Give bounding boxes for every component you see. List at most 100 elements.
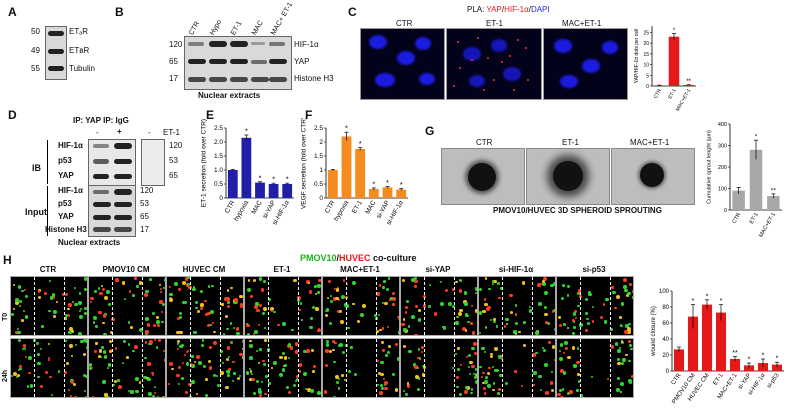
- wound-image: [166, 276, 244, 336]
- western-blot-D-igg: [141, 139, 165, 186]
- bar: [767, 196, 780, 210]
- bar: [701, 304, 713, 371]
- column-label: si-YAP: [425, 265, 451, 274]
- bar: [687, 316, 699, 371]
- mw-marker: 120: [169, 141, 183, 150]
- x-tick-label: CTR: [671, 372, 683, 386]
- western-blot-D-input: [88, 185, 136, 237]
- wound-image: [88, 276, 166, 336]
- blot-label: ETʙR: [69, 46, 90, 55]
- significance-mark: *: [748, 357, 751, 364]
- image-label: MAC+ET-1: [630, 138, 670, 147]
- chart-E: 0 0.5 1.0 1.5 2.0 2.5 ET-1 secretion (fold ove…: [201, 119, 294, 226]
- wound-image: [478, 276, 556, 336]
- blot-label: Histone H3: [294, 74, 334, 83]
- bar: [715, 312, 727, 371]
- y-tick-label: 0.5: [314, 181, 323, 188]
- row-label-24h: 24h: [2, 369, 9, 382]
- significance-mark: *: [359, 139, 362, 148]
- panel-D-letter: D: [8, 108, 17, 122]
- bar: [668, 36, 680, 86]
- y-tick-label: 0: [646, 84, 649, 90]
- blot-label: YAP: [294, 57, 310, 66]
- panel-A-letter: A: [8, 5, 17, 19]
- y-axis-label: YAP/HIF-1α dots per cell: [634, 29, 640, 84]
- mw-marker: 65: [140, 212, 149, 221]
- y-axis-label: Cumulative sprout lenght (μm): [707, 130, 713, 204]
- bar: [396, 189, 407, 198]
- panel-H-letter: H: [3, 253, 12, 267]
- y-tick-label: 1: [319, 167, 323, 174]
- bar: [268, 184, 279, 198]
- bar: [749, 149, 763, 210]
- x-tick-label: CTR: [224, 199, 237, 214]
- significance-mark: *: [776, 356, 779, 363]
- pla-image-et1: [446, 28, 542, 100]
- y-tick-label: 1.0: [214, 167, 223, 174]
- row-label-t0: T0: [2, 312, 9, 321]
- bar: [282, 184, 293, 198]
- x-tick-label: CTR: [324, 199, 337, 214]
- significance-mark: *: [345, 124, 348, 133]
- bar: [241, 137, 252, 198]
- wound-image: [556, 338, 634, 398]
- blot-caption: Nuclear extracts: [58, 238, 121, 247]
- significance-mark: *: [400, 180, 403, 189]
- input-row-label: p53: [58, 199, 72, 208]
- western-blot-A: [45, 26, 67, 80]
- image-label: ET-1: [562, 138, 579, 147]
- x-tick-label: ET-1: [667, 88, 678, 100]
- blot-label: Tubulin: [69, 64, 95, 73]
- image-label: ET-1: [486, 19, 503, 28]
- bar: [732, 190, 745, 210]
- input-row-label: HIF-1α: [58, 186, 83, 195]
- x-tick-label: MAC+ET-1: [675, 88, 693, 112]
- significance-mark: *: [272, 175, 275, 184]
- significance-mark: *: [762, 353, 765, 360]
- panel-B-letter: B: [115, 5, 124, 19]
- significance-mark: *: [720, 298, 723, 305]
- y-tick-label: 20: [643, 41, 649, 47]
- y-tick-label: 200: [718, 165, 727, 171]
- wound-image: [10, 276, 88, 336]
- x-tick-label: ET-1: [749, 212, 760, 225]
- bar: [355, 149, 366, 198]
- wound-image: [10, 338, 88, 398]
- significance-mark: *: [673, 28, 676, 34]
- y-tick-label: 400: [718, 122, 727, 128]
- spheroid-image-mac-et1: [611, 148, 695, 205]
- panel-G-letter: G: [425, 124, 435, 138]
- column-label: MAC+ET-1: [340, 265, 380, 274]
- bar: [255, 182, 265, 198]
- y-tick-label: 0: [219, 195, 223, 202]
- y-tick-label: 300: [718, 144, 727, 150]
- wound-image: [400, 338, 478, 398]
- bar: [673, 349, 685, 371]
- western-blot-B: [184, 36, 292, 90]
- x-tick-label: ET-1: [712, 372, 725, 386]
- wound-image: [244, 276, 322, 336]
- y-axis-label: ET-1 secretion (fold over CTR): [201, 119, 208, 207]
- sign: +: [117, 127, 122, 136]
- mw-marker: 49: [31, 46, 40, 55]
- ib-row-label: p53: [58, 156, 72, 165]
- mw-marker: 17: [140, 225, 149, 234]
- y-tick-label: 15: [643, 52, 649, 58]
- panel-C-letter: C: [348, 5, 357, 19]
- lane-label: ET-1: [230, 20, 244, 37]
- y-axis-label: VEGF secretion (fold over CTR): [301, 118, 308, 209]
- ip-header: IP: YAP IP: IgG: [73, 116, 129, 125]
- column-label: ET-1: [273, 265, 291, 274]
- wound-image: [322, 276, 400, 336]
- spheroid-image-ctr: [441, 148, 525, 205]
- western-blot-D-ib: [88, 139, 136, 186]
- significance-mark: **: [771, 187, 777, 194]
- coculture-title: PMOV10/HUVEC co-culture: [300, 253, 417, 263]
- image-label: CTR: [476, 138, 493, 147]
- mw-marker: 65: [169, 57, 178, 66]
- y-tick-label: 20: [662, 353, 669, 359]
- y-tick-label: 0.5: [214, 181, 223, 188]
- y-tick-label: 0: [724, 208, 727, 214]
- x-tick-label: MAC+ET-1: [758, 212, 777, 238]
